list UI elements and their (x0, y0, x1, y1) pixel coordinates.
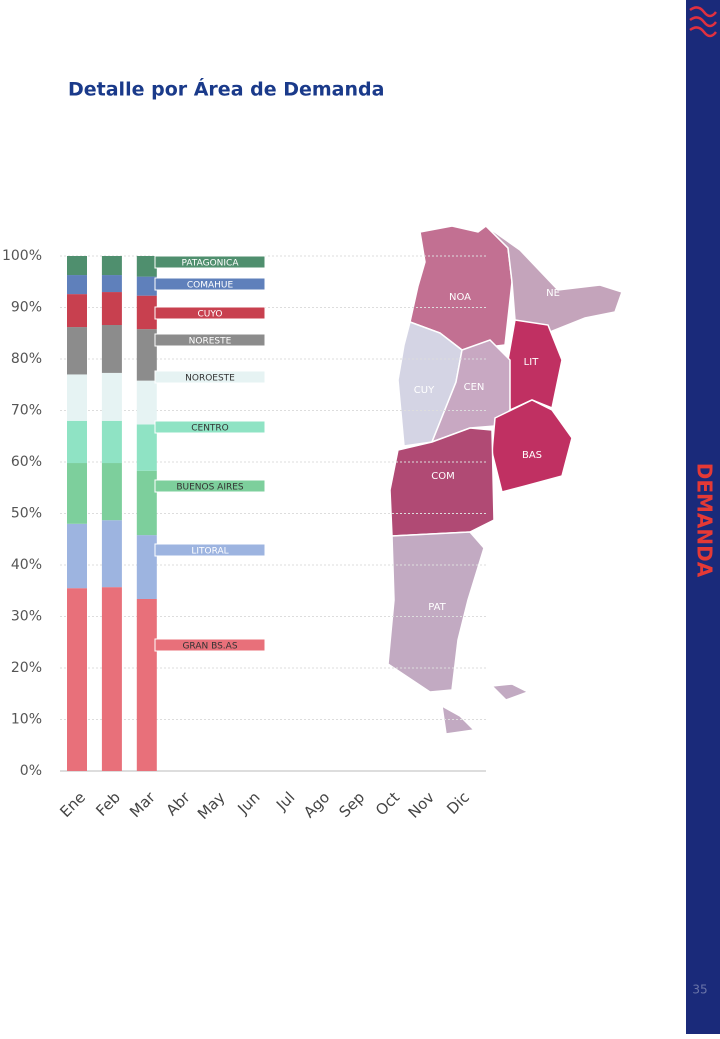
legend-swatch (154, 277, 266, 291)
x-tick-label: Mar (126, 788, 159, 821)
legend-label: CUYO (198, 310, 223, 320)
legend-label: NORESTE (189, 337, 232, 347)
y-tick-label: 10% (11, 712, 42, 728)
bar-segment (67, 256, 87, 276)
chart-title: Detalle por Área de Demanda (68, 78, 384, 101)
map (387, 225, 623, 735)
bar-segment (101, 520, 122, 588)
bar-segment (101, 420, 122, 464)
bar-segment (67, 275, 87, 295)
legend-label: CENTRO (191, 424, 229, 434)
bar-segment (101, 256, 122, 276)
region-islands (490, 683, 530, 701)
bar-segment (136, 295, 157, 330)
y-tick-label: 30% (11, 609, 42, 625)
bar-segment (136, 276, 157, 296)
y-tick-label: 80% (11, 351, 42, 367)
legend-swatch (154, 306, 266, 320)
region-bas (491, 399, 573, 493)
map-label: CEN (464, 382, 485, 393)
legend-label: PATAGONICA (182, 259, 240, 269)
bar-segment (101, 292, 122, 326)
bar-segment (67, 588, 87, 771)
legend-label: COMAHUE (187, 281, 234, 291)
x-tick-label: Jun (234, 788, 264, 818)
map-label: NOA (449, 292, 471, 303)
bar-segment (67, 463, 87, 524)
region-pat (387, 531, 485, 693)
map-label: BAS (522, 450, 542, 461)
y-tick-label: 90% (11, 300, 42, 316)
bar-segment (67, 294, 87, 328)
x-tick-label: Ene (56, 788, 89, 821)
legend-label: NOROESTE (185, 374, 235, 384)
bar-segment (101, 463, 122, 521)
x-tick-label: Jul (272, 788, 298, 814)
legend-label: LITORAL (191, 547, 228, 557)
map-label: LIT (524, 357, 540, 368)
region-ne (485, 225, 623, 333)
x-tick-label: Nov (405, 788, 439, 822)
legend-swatch (154, 638, 266, 652)
bar-segment (136, 380, 157, 425)
bar-segment (101, 325, 122, 373)
y-tick-label: 100% (2, 248, 42, 264)
y-tick-label: 50% (11, 506, 42, 522)
region-noa (409, 225, 513, 351)
legend-swatch (154, 370, 266, 384)
y-tick-label: 70% (11, 403, 42, 419)
x-tick-label: May (194, 788, 229, 823)
legend-swatch (154, 420, 266, 434)
legend-label: BUENOS AIRES (176, 483, 244, 493)
bar-segment (136, 424, 157, 471)
legend-swatch (154, 333, 266, 347)
logo (689, 6, 717, 38)
map-label: COM (431, 471, 454, 482)
page-number: 35 (692, 983, 707, 997)
x-tick-label: Ago (300, 788, 333, 821)
bar-segment (101, 372, 122, 421)
x-tick-label: Feb (92, 788, 124, 820)
x-tick-label: Abr (163, 788, 195, 820)
bar-segment (136, 329, 157, 381)
region-com (389, 427, 495, 537)
y-tick-label: 60% (11, 454, 42, 470)
sidebar-label: DEMANDA (693, 463, 717, 578)
legend-swatch (154, 255, 266, 269)
map-label: CUY (414, 385, 435, 396)
bar-segment (67, 523, 87, 589)
map-label: NE (546, 288, 560, 299)
legend-swatch (154, 543, 266, 557)
legend-label: GRAN BS.AS (182, 642, 237, 652)
bar-segment (101, 587, 122, 771)
x-tick-label: Dic (443, 788, 473, 818)
bar-segment (67, 420, 87, 464)
y-tick-label: 20% (11, 660, 42, 676)
bar-segment (136, 470, 157, 536)
bar-segment (136, 256, 157, 277)
x-tick-label: Oct (372, 788, 403, 819)
map-label: PAT (428, 602, 446, 613)
bar-segment (67, 327, 87, 375)
bar-segment (136, 535, 157, 599)
y-tick-label: 40% (11, 557, 42, 573)
bar-segment (136, 598, 157, 771)
x-tick-label: Sep (335, 788, 368, 821)
legend-swatch (154, 479, 266, 493)
bar-segment (101, 275, 122, 293)
sidebar (686, 0, 720, 1034)
y-tick-label: 0% (20, 763, 42, 779)
bar-segment (67, 374, 87, 421)
